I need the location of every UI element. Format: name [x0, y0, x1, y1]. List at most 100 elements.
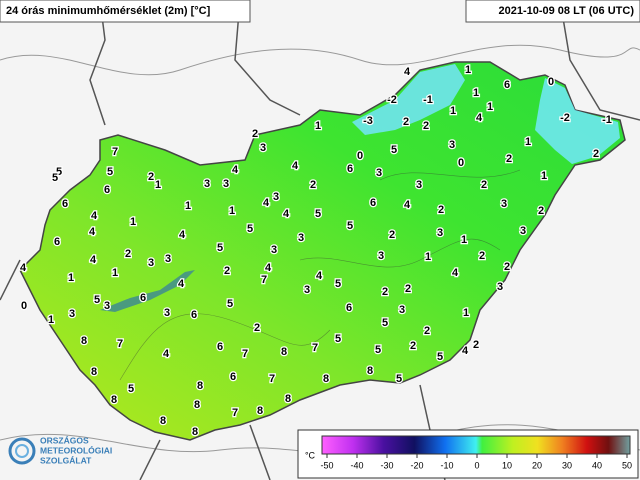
colorbar-tick-label: -40 — [350, 460, 363, 470]
station-value: 0 — [458, 157, 464, 169]
station-value: 1 — [525, 136, 531, 148]
station-value: 2 — [504, 261, 510, 273]
station-value: 8 — [257, 405, 263, 417]
station-value: 3 — [104, 300, 110, 312]
logo-text: SZOLGÁLAT — [40, 455, 92, 465]
station-value: 6 — [346, 302, 352, 314]
station-value: 7 — [242, 348, 248, 360]
station-value: 1 — [487, 101, 493, 113]
station-value: 0 — [548, 76, 554, 88]
station-value: 8 — [111, 394, 117, 406]
cold-area — [535, 78, 620, 164]
station-value: 1 — [48, 314, 54, 326]
station-value: 2 — [438, 204, 444, 216]
station-value: 2 — [224, 265, 230, 277]
logo-text: METEOROLÓGIAI — [40, 444, 112, 455]
station-value: 4 — [178, 278, 185, 290]
station-value: 6 — [62, 198, 68, 210]
colorbar-tick-label: 10 — [502, 460, 512, 470]
station-value: 5 — [335, 333, 341, 345]
station-value: 4 — [232, 164, 239, 176]
station-value: 3 — [437, 227, 443, 239]
station-value: 3 — [165, 253, 171, 265]
station-value: 4 — [91, 210, 98, 222]
station-value: 3 — [148, 257, 154, 269]
station-value: 2 — [424, 325, 430, 337]
station-value: 5 — [217, 242, 223, 254]
station-value: 1 — [112, 267, 118, 279]
station-value: 3 — [304, 284, 310, 296]
title-box — [0, 0, 251, 23]
colorbar-unit: °C — [305, 450, 316, 460]
station-value: 4 — [179, 229, 186, 241]
station-value: 6 — [347, 163, 353, 175]
station-value: 8 — [323, 373, 329, 385]
station-value: 1 — [425, 251, 431, 263]
station-value: 8 — [285, 393, 291, 405]
contours — [119, 169, 521, 381]
station-value: 5 — [128, 383, 134, 395]
station-value: 2 — [310, 179, 316, 191]
station-value: 2 — [148, 171, 154, 183]
station-value: 5 — [247, 223, 253, 235]
station-value: -3 — [363, 115, 373, 127]
station-value: -2 — [387, 94, 397, 106]
country-shape — [19, 61, 626, 441]
station-value: 4 — [404, 199, 411, 211]
station-value: 4 — [316, 270, 323, 282]
station-value: 4 — [265, 262, 272, 274]
station-value: 5 — [391, 144, 397, 156]
station-value: 8 — [192, 426, 198, 438]
station-value: 6 — [140, 292, 146, 304]
station-value: 5 — [52, 172, 58, 184]
colorbar-tick-label: 30 — [562, 460, 572, 470]
station-value: 6 — [230, 371, 236, 383]
station-value: 6 — [54, 236, 60, 248]
station-value: 1 — [473, 87, 479, 99]
station-value: 2 — [382, 286, 388, 298]
station-value: 0 — [357, 150, 363, 162]
station-value: 2 — [403, 116, 409, 128]
station-value: 2 — [125, 248, 131, 260]
station-value: 2 — [410, 340, 416, 352]
colorbar-tick-label: 20 — [532, 460, 542, 470]
station-value: 2 — [252, 128, 258, 140]
station-value: 5 — [335, 278, 341, 290]
colorbar-tick-label: 40 — [592, 460, 602, 470]
timestamp: 2021-10-09 08 LT (06 UTC) — [498, 5, 634, 17]
station-value: 1 — [461, 234, 467, 246]
colorbar — [321, 435, 631, 455]
station-value: 2 — [538, 205, 544, 217]
station-value: 6 — [191, 309, 197, 321]
colorbar-tick-label: -50 — [320, 460, 333, 470]
cold-area — [352, 64, 465, 135]
station-value: 3 — [416, 179, 422, 191]
station-value: 7 — [269, 373, 275, 385]
station-value: 5 — [347, 220, 353, 232]
station-value: 3 — [449, 139, 455, 151]
station-value: 3 — [376, 167, 382, 179]
station-value: 1 — [465, 64, 471, 76]
station-value: 1 — [185, 200, 191, 212]
station-value: 2 — [423, 120, 429, 132]
station-value: 3 — [260, 142, 266, 154]
station-value: 7 — [232, 407, 238, 419]
station-value: 8 — [160, 415, 166, 427]
logo-mark — [8, 437, 36, 465]
station-value: 2 — [389, 229, 395, 241]
station-value: 3 — [399, 304, 405, 316]
colorbar-tick-label: 50 — [622, 460, 632, 470]
logo: ORSZÁGOS METEOROLÓGIAI SZOLGÁLAT — [8, 435, 112, 465]
station-value: -1 — [602, 114, 612, 126]
station-value: 4 — [462, 345, 469, 357]
station-value: 6 — [370, 197, 376, 209]
station-value: 4 — [90, 254, 97, 266]
station-value: 5 — [382, 317, 388, 329]
station-value: 3 — [223, 178, 229, 190]
station-value: 8 — [194, 399, 200, 411]
station-value: 1 — [229, 205, 235, 217]
station-value: 2 — [479, 250, 485, 262]
logo-text: ORSZÁGOS — [40, 435, 89, 445]
station-value: 2 — [593, 148, 599, 160]
